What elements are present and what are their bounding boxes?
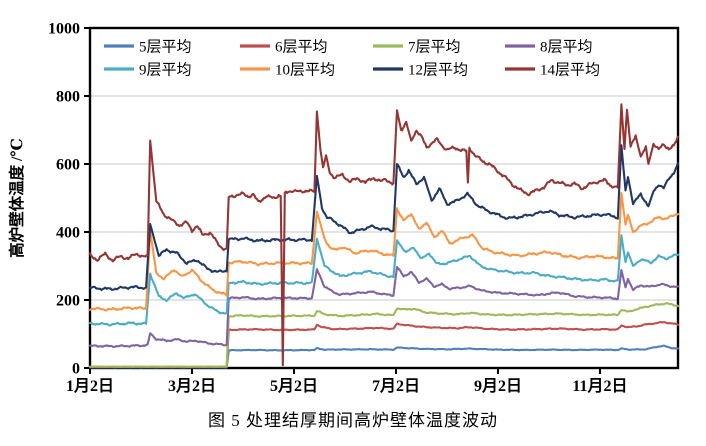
x-axis-tick-label: 3月2日: [168, 377, 216, 395]
series-line-3: [88, 302, 680, 368]
x-axis-tick-label: 9月2日: [474, 377, 522, 395]
y-axis-tick-label: 400: [56, 225, 80, 242]
legend-label: 8层平均: [540, 39, 593, 56]
series-line-4: [88, 266, 680, 349]
x-axis-tick-label: 7月2日: [372, 377, 420, 395]
x-axis-tick-label: 11月2日: [572, 377, 627, 395]
legend-label: 5层平均: [139, 39, 192, 56]
y-axis-title: 高炉壁体温度 /℃: [7, 138, 26, 258]
legend-label: 14层平均: [540, 62, 600, 79]
y-axis-tick-label: 600: [56, 157, 80, 174]
legend-label: 9层平均: [139, 62, 192, 79]
x-axis-tick-label: 1月2日: [66, 377, 114, 395]
temperature-line-chart: 0 200 400 600 800 1000 1月2日 3月2日 5月2日 7月2日 9月2日 11月…: [7, 21, 680, 395]
series-line-8: [88, 103, 680, 367]
legend-label: 7层平均: [408, 39, 461, 56]
legend-label: 6层平均: [275, 39, 328, 56]
figure-caption: 图 5 处理结厚期间高炉壁体温度波动: [208, 411, 498, 430]
y-axis-tick-label: 800: [56, 89, 80, 106]
series-line-7: [88, 144, 680, 292]
series-line-1: [88, 344, 680, 369]
plot-border: [88, 26, 680, 370]
y-axis-tick-label: 200: [56, 293, 80, 310]
series-line-5: [88, 234, 680, 327]
legend-label: 10层平均: [275, 62, 335, 79]
series-line-6: [88, 192, 680, 312]
y-axis-tick-label: 0: [72, 361, 80, 378]
legend-label: 12层平均: [408, 62, 468, 79]
series-line-2: [88, 320, 680, 369]
y-axis-tick-label: 1000: [48, 21, 80, 38]
x-axis-tick-label: 5月2日: [270, 377, 318, 395]
